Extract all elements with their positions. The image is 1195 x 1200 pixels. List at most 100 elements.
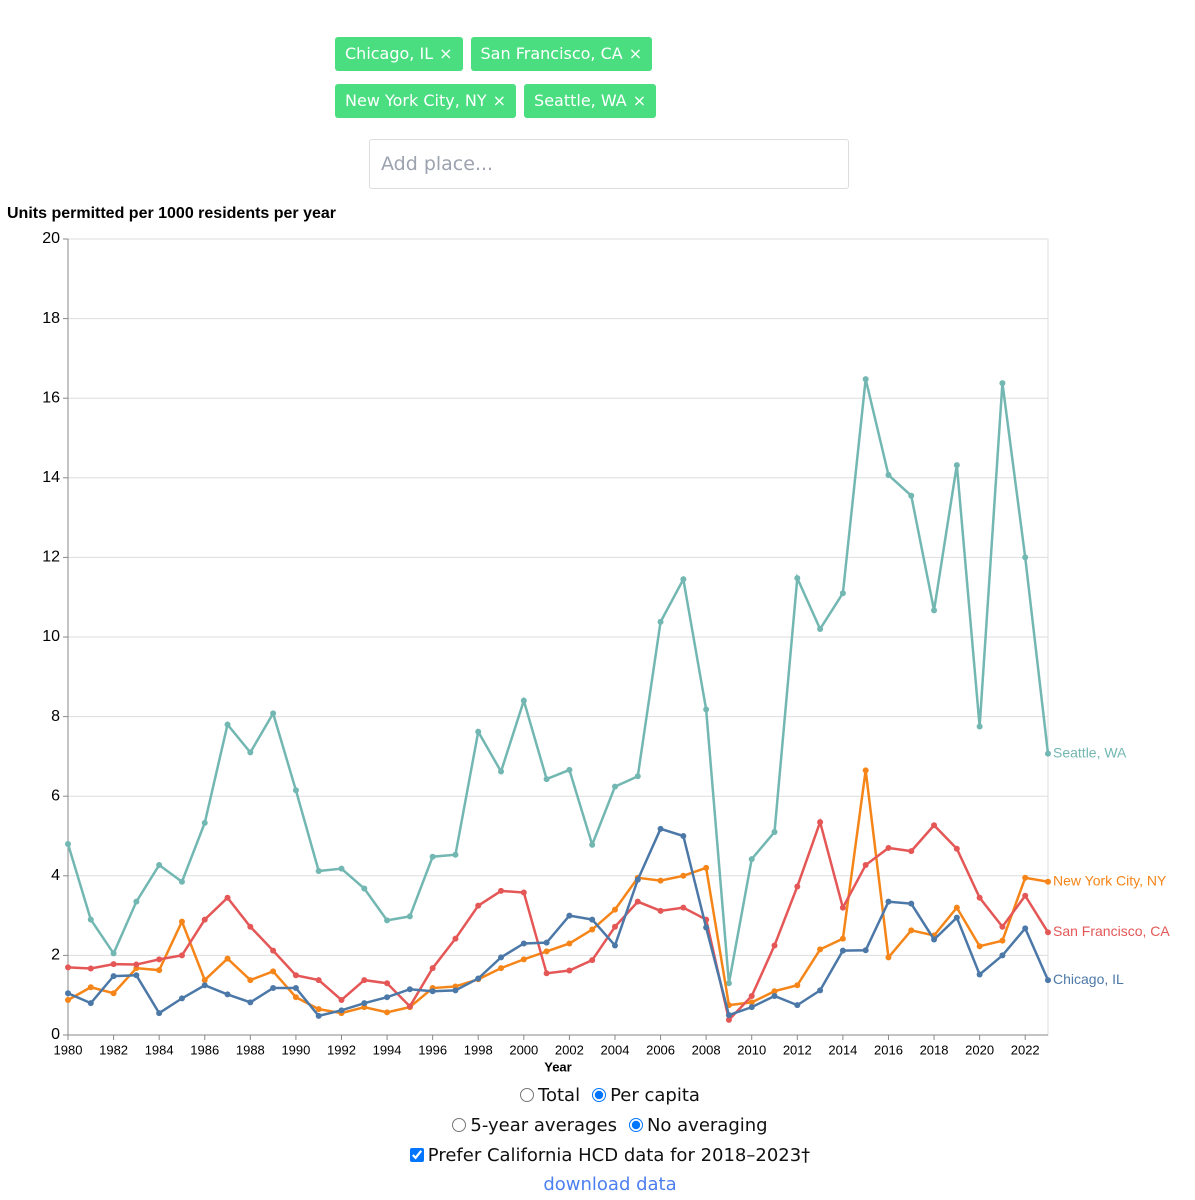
data-point <box>452 851 459 858</box>
data-point <box>1022 554 1029 561</box>
data-point <box>566 912 573 919</box>
y-tick-label: 2 <box>51 947 60 964</box>
data-point <box>999 380 1006 387</box>
checkbox-option[interactable]: Prefer California HCD data for 2018–2023… <box>409 1145 810 1166</box>
y-tick-label: 10 <box>42 628 60 645</box>
data-point <box>1045 878 1051 885</box>
data-point <box>908 492 915 499</box>
data-point <box>65 964 71 971</box>
x-tick-label: 2002 <box>555 1042 584 1057</box>
chip-close[interactable]: × <box>492 91 507 110</box>
x-tick-label: 2022 <box>1011 1042 1040 1057</box>
data-point <box>452 935 459 942</box>
data-point <box>839 947 846 954</box>
data-point <box>338 996 345 1003</box>
data-point <box>110 990 117 997</box>
data-point <box>87 916 94 923</box>
data-point <box>178 918 185 925</box>
data-point <box>292 985 299 992</box>
chip-close[interactable]: × <box>628 44 643 63</box>
data-point <box>270 968 277 975</box>
chip-label: Seattle, WA <box>534 91 627 110</box>
x-tick-label: 1982 <box>99 1042 128 1057</box>
radio-option[interactable]: No averaging <box>628 1115 768 1136</box>
chip-label: New York City, NY <box>345 91 487 110</box>
data-point <box>908 848 915 855</box>
data-point <box>110 950 117 957</box>
data-point <box>338 865 345 872</box>
data-point <box>224 894 231 901</box>
data-point <box>384 1009 391 1016</box>
data-point <box>611 906 618 913</box>
data-point <box>543 776 550 783</box>
data-point <box>589 926 596 933</box>
x-tick-label: 1998 <box>464 1042 493 1057</box>
data-point <box>156 956 163 963</box>
chip[interactable]: Chicago, IL × <box>335 37 463 71</box>
data-point <box>384 994 391 1001</box>
chip[interactable]: New York City, NY × <box>335 84 517 118</box>
radio-option[interactable]: Per capita <box>592 1085 700 1106</box>
data-point <box>498 887 505 894</box>
data-point <box>725 980 732 987</box>
data-point <box>406 1003 413 1010</box>
data-point <box>1045 929 1051 936</box>
chip[interactable]: Seattle, WA × <box>524 84 657 118</box>
data-point <box>931 822 938 829</box>
download-link[interactable]: download data <box>543 1174 677 1195</box>
y-tick-label: 4 <box>51 867 60 884</box>
data-point <box>976 971 983 978</box>
chip-label: Chicago, IL <box>345 44 434 63</box>
radio[interactable] <box>592 1088 607 1102</box>
data-point <box>999 952 1006 959</box>
checkbox[interactable] <box>409 1148 424 1162</box>
radio-option[interactable]: Total <box>520 1085 580 1106</box>
data-point <box>953 904 960 911</box>
data-point <box>65 840 71 847</box>
data-point <box>771 942 778 949</box>
data-point <box>201 982 208 989</box>
data-point <box>201 916 208 923</box>
data-point <box>156 967 163 974</box>
data-point <box>817 626 824 633</box>
data-point <box>87 965 94 972</box>
radio[interactable] <box>520 1088 535 1102</box>
radio[interactable] <box>628 1118 643 1132</box>
chip-close[interactable]: × <box>632 91 647 110</box>
data-point <box>315 868 322 875</box>
data-point <box>270 947 277 954</box>
chip-list: Chicago, IL × San Francisco, CA × New York C… <box>335 37 835 118</box>
data-point <box>543 948 550 955</box>
checkbox-row: Prefer California HCD data for 2018–2023… <box>0 1145 1195 1166</box>
radio-option[interactable]: 5-year averages <box>452 1115 617 1136</box>
data-point <box>817 819 824 826</box>
data-point <box>566 766 573 773</box>
x-tick-label: 1986 <box>190 1042 219 1057</box>
data-point <box>611 923 618 930</box>
y-tick-label: 16 <box>42 389 60 406</box>
y-tick-label: 18 <box>42 310 60 327</box>
data-point <box>589 916 596 923</box>
data-point <box>817 946 824 953</box>
data-point <box>520 940 527 947</box>
y-tick-label: 6 <box>51 787 60 804</box>
data-point <box>657 825 664 832</box>
data-point <box>611 942 618 949</box>
chip[interactable]: San Francisco, CA × <box>470 37 653 71</box>
data-point <box>520 956 527 963</box>
link-row: download data <box>0 1174 1195 1195</box>
data-point <box>611 783 618 790</box>
data-point <box>657 907 664 914</box>
x-tick-label: 1988 <box>236 1042 265 1057</box>
chip-close[interactable]: × <box>439 44 453 63</box>
radio-label: No averaging <box>646 1115 768 1136</box>
x-tick-label: 2004 <box>601 1042 630 1057</box>
radio[interactable] <box>452 1118 467 1132</box>
data-point <box>953 845 960 852</box>
data-point <box>87 1000 94 1007</box>
data-point <box>771 988 778 995</box>
series-line <box>67 770 1049 1015</box>
data-point <box>178 878 185 885</box>
x-tick-label: 2010 <box>737 1042 766 1057</box>
search-input[interactable]: Add place... <box>369 139 849 189</box>
